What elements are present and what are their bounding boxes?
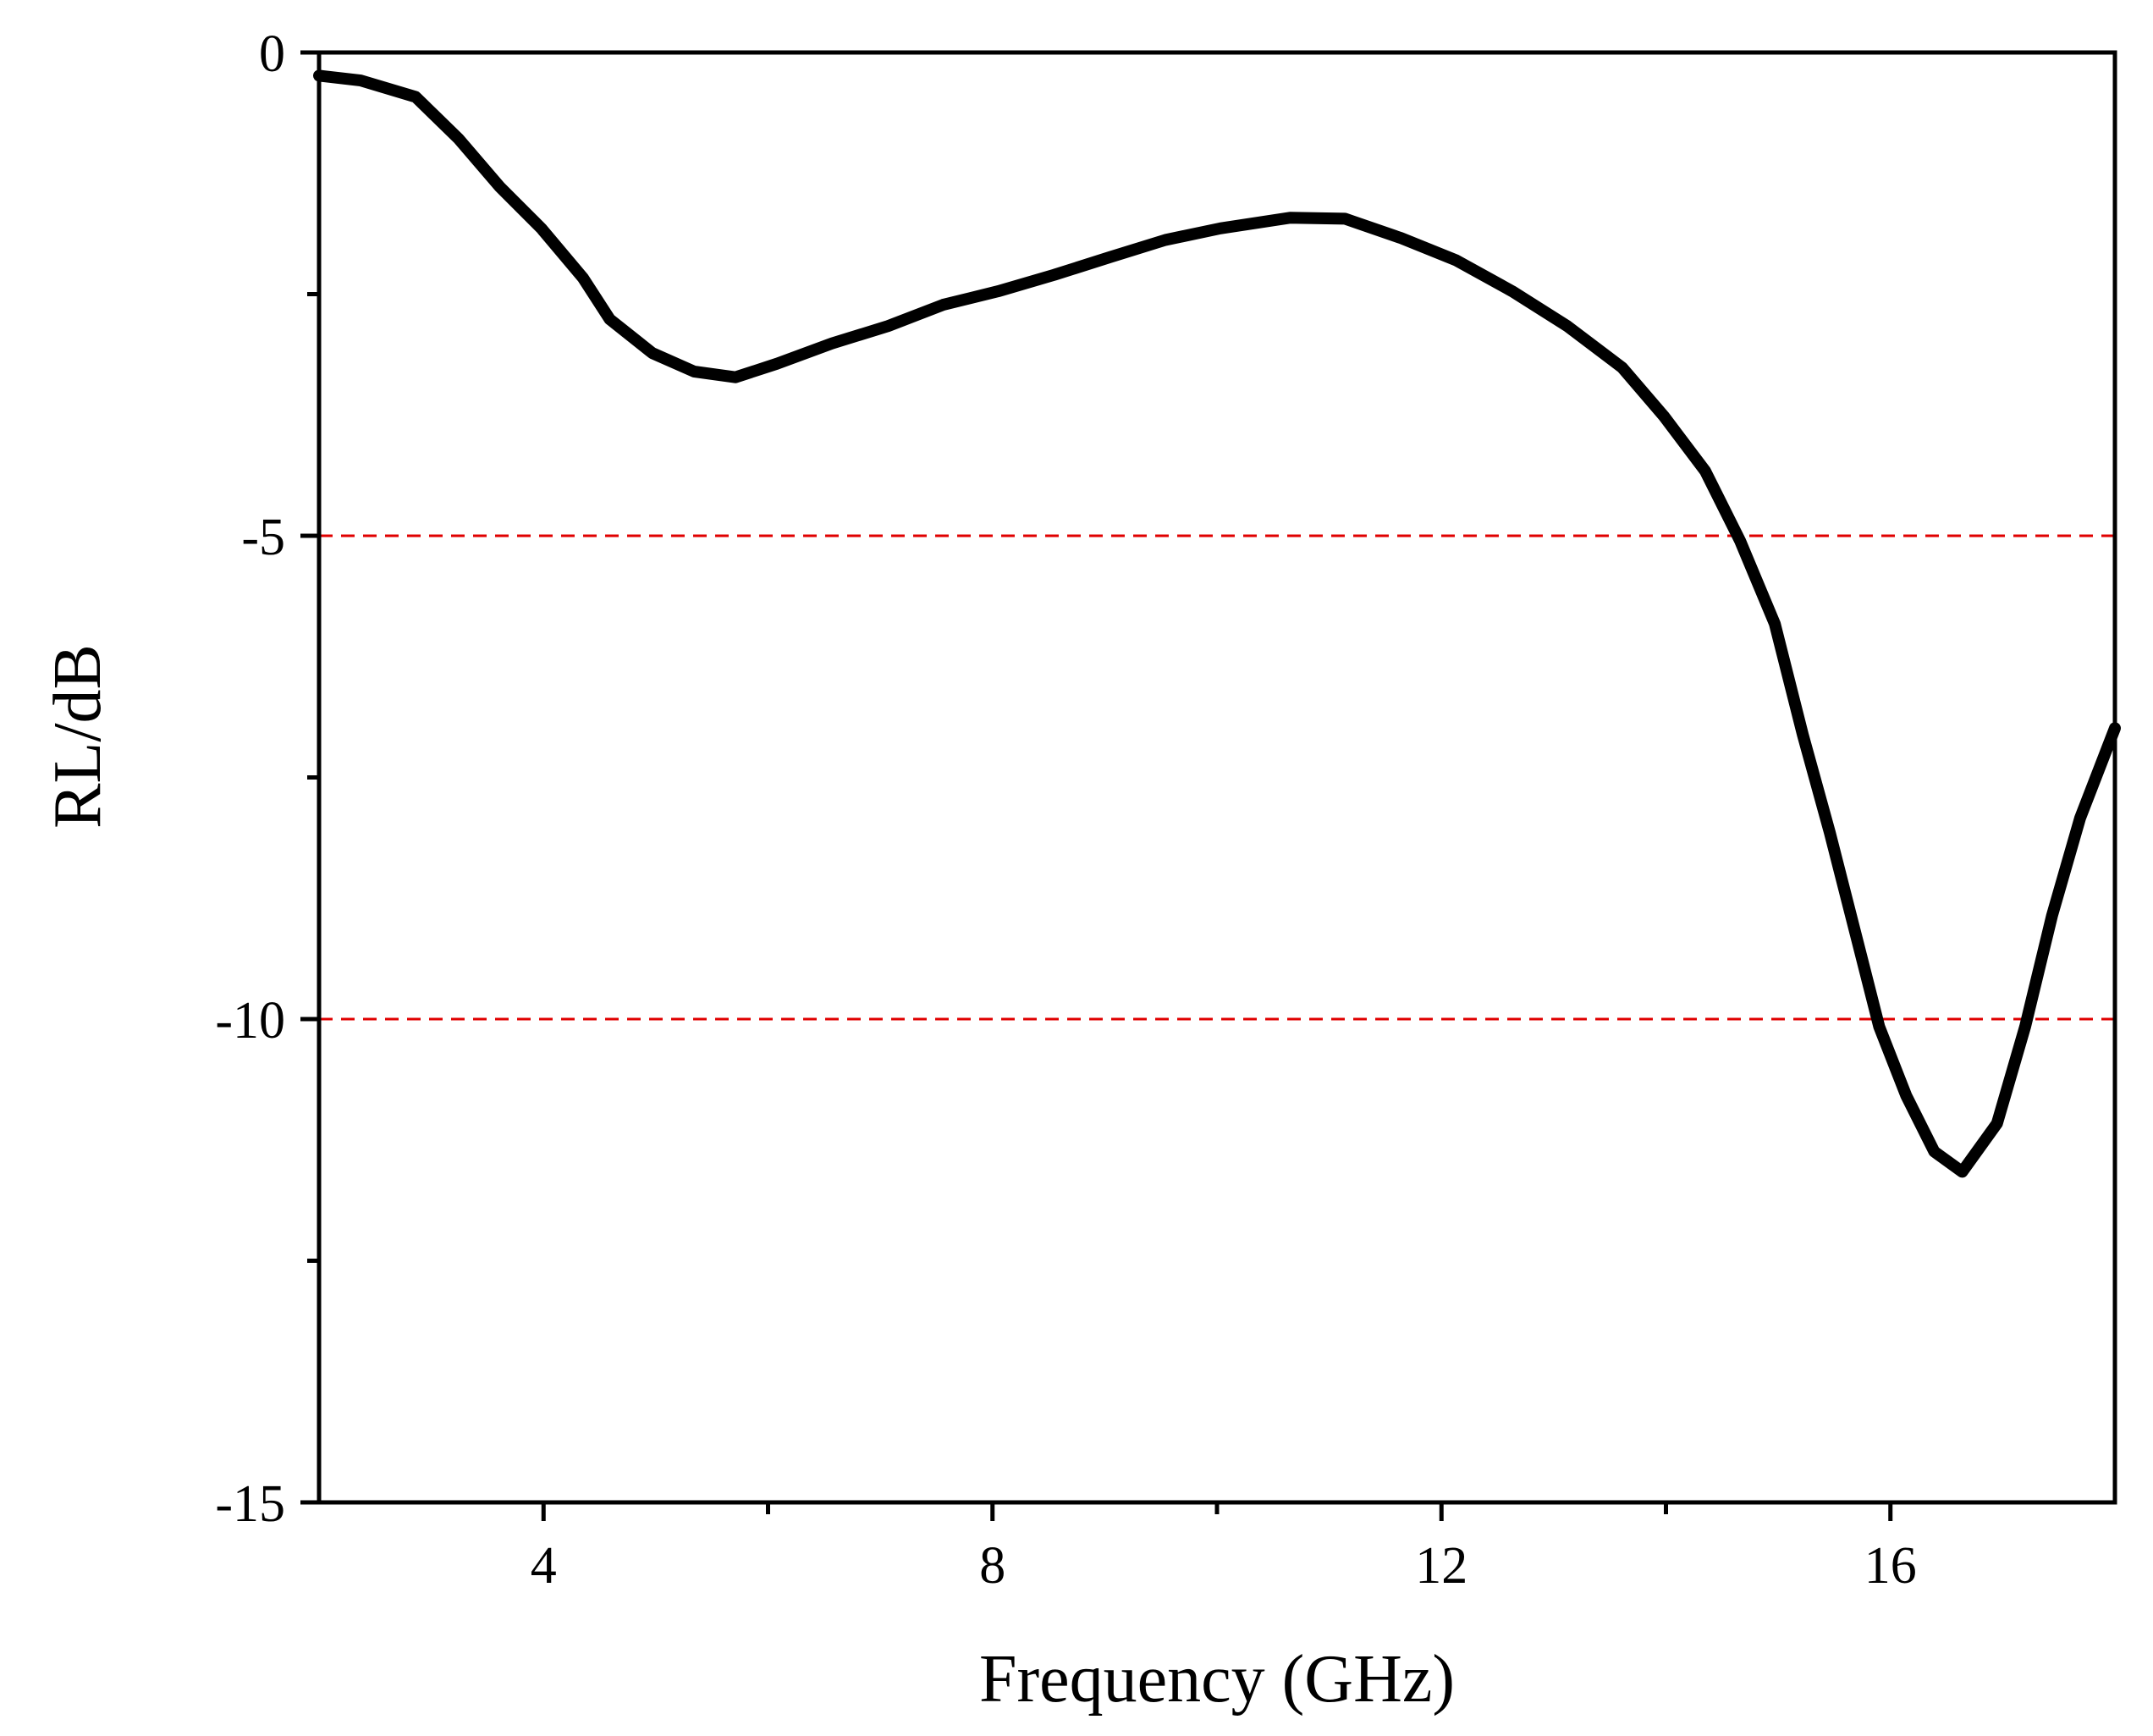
y-tick-label: -5 bbox=[241, 509, 285, 566]
y-tick-label: -10 bbox=[215, 992, 285, 1050]
x-tick-label: 12 bbox=[1415, 1537, 1467, 1595]
data-line bbox=[313, 69, 2121, 1178]
y-axis-label: RL/dB bbox=[41, 644, 115, 829]
x-tick-label: 16 bbox=[1864, 1537, 1917, 1595]
y-tick-label: -15 bbox=[215, 1475, 285, 1533]
y-tick-label: 0 bbox=[259, 25, 285, 83]
x-axis-label: Frequency (GHz) bbox=[979, 1642, 1455, 1717]
plot-frame bbox=[317, 50, 2117, 1505]
x-tick-label: 4 bbox=[531, 1537, 557, 1595]
x-tick-label: 8 bbox=[979, 1537, 1005, 1595]
